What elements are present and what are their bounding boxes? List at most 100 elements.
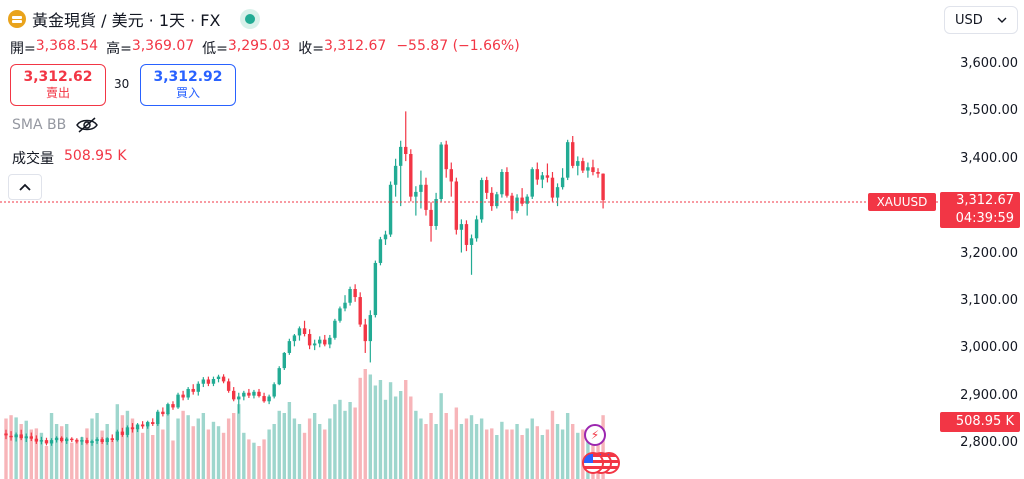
candle-body [39,440,44,442]
candle-body [434,199,438,226]
volume-bar [479,418,484,479]
volume-bar [282,413,286,479]
volume-bar [211,421,216,479]
volume-bar [277,410,281,479]
buy-button[interactable]: 3,312.92 買入 [140,64,236,106]
symbol-tag: XAUUSD [868,193,936,211]
volume-bar [312,413,317,479]
volume-bar [495,435,499,479]
candle-body [120,431,125,435]
volume-bar [292,418,297,479]
chevron-down-icon [997,17,1007,23]
volume-value: 508.95 K [64,148,127,164]
candle-body [100,439,104,443]
lightning-event-icon[interactable]: ⚡ [584,424,606,446]
volume-bar [454,407,459,479]
candle-body [216,376,221,380]
candle-body [54,437,59,441]
candle-body [505,172,509,196]
volume-bar [70,442,74,479]
economic-events-icons[interactable] [582,452,622,476]
candle-body [59,437,64,442]
sell-button[interactable]: 3,312.62 賣出 [10,64,106,106]
candle-body [474,219,479,239]
candle-body [176,394,180,408]
candle-body [596,172,600,174]
volume-bar [540,435,545,479]
volume-bar [439,393,443,479]
volume-bar [216,426,221,479]
candle-body [90,441,94,443]
candle-body [520,197,524,204]
price-candles [4,111,605,446]
ohlc-readout: 開= 3,368.54 高= 3,369.07 低= 3,295.03 收= 3,312… [10,38,520,58]
candle-body [242,392,246,397]
candle-body [237,396,241,400]
volume-bar [378,380,383,479]
candle-body [464,224,469,245]
candle-body [44,440,49,444]
volume-bar [75,439,79,479]
candle-body [19,434,23,439]
volume-bar [151,435,155,479]
volume-bar [348,402,352,479]
eye-slash-icon[interactable] [76,117,99,133]
candle-body [262,396,266,402]
candle-body [479,180,484,220]
volume-bar [383,399,388,479]
volume-bar [581,429,585,479]
currency-select[interactable]: USD [944,6,1018,34]
volume-bar [302,432,307,479]
volume-bar [242,432,246,479]
candle-body [307,334,312,346]
candle-body [328,337,332,345]
volume-bar [434,424,438,479]
candle-body [469,238,474,245]
candle-body [560,177,565,188]
volume-bars [4,369,605,479]
candle-body [459,224,464,230]
volume-bar [287,402,292,479]
candle-body [530,169,534,197]
volume-bar [115,404,120,479]
volume-bar [358,377,362,479]
candle-body [343,302,347,309]
symbol-header[interactable]: 黃金現貨 / 美元 · 1天 · FX [8,8,261,30]
volume-bar [464,418,469,479]
candle-body [211,379,216,384]
candle-body [419,184,423,192]
candle-body [540,175,545,180]
collapse-legend-button[interactable] [8,174,42,200]
volume-bar [54,424,59,479]
candle-body [302,328,307,334]
candle-body [409,154,413,197]
candle-body [368,315,373,342]
volume-bar [145,421,150,479]
high-value: 3,369.07 [131,38,195,54]
low-label: 低= [202,41,228,57]
indicator-sma-bb[interactable]: SMA BB [12,117,99,133]
volume-bar [297,424,302,479]
symbol-title: 黃金現貨 / 美元 · 1天 · FX [32,11,221,30]
candle-body [454,181,459,230]
volume-bar [505,429,509,479]
volume-bar [576,432,580,479]
volume-bar [307,418,312,479]
volume-bar [201,413,206,479]
volume-bar [140,432,145,479]
candle-body [70,438,74,441]
volume-bar [226,418,231,479]
volume-bar [429,413,433,479]
volume-bar [206,429,211,479]
candle-body [297,328,302,336]
candle-body [4,433,8,436]
indicator-volume[interactable]: 成交量 508.95 K [12,148,127,168]
volume-bar [135,428,140,479]
candle-body [115,431,120,441]
volume-bar [34,428,39,479]
low-value: 3,295.03 [227,38,291,54]
chevron-up-icon [19,183,31,191]
candle-body [398,146,403,166]
volume-bar [444,413,448,479]
volume-bar [237,404,241,479]
